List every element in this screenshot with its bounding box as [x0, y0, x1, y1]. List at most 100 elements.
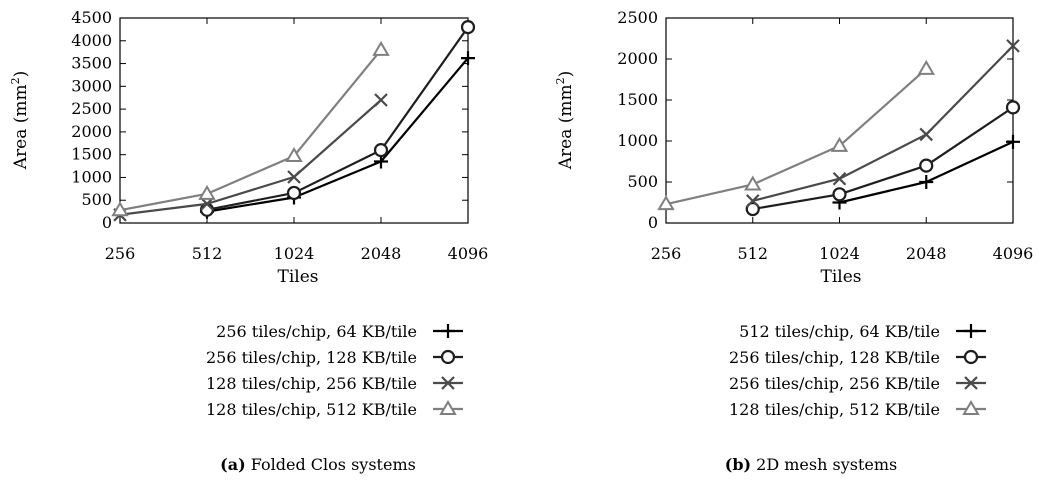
y-tick-label: 0: [648, 213, 658, 232]
legend-marker: [963, 349, 979, 365]
chart-panel-b: 0 500 1000 1500 2000 2500 256 512 1024 2048 4096 Ti…: [554, 8, 1033, 474]
data-point: [1006, 39, 1020, 53]
series-line: [119, 99, 382, 216]
legend-label: 256 tiles/chip, 128 KB/tile: [729, 348, 940, 367]
series-triangle: [657, 59, 935, 211]
legend-entry: 512 tiles/chip, 64 KB/tile: [739, 322, 986, 341]
x-tick-label: 1024: [274, 244, 315, 263]
data-point: [200, 197, 214, 211]
y-tick-label: 500: [81, 190, 112, 209]
legend-label: 128 tiles/chip, 512 KB/tile: [206, 400, 417, 419]
legend-entry: 128 tiles/chip, 512 KB/tile: [206, 400, 463, 419]
x-tick-label: 256: [105, 244, 136, 263]
y-tick-label: 2000: [71, 122, 112, 141]
caption-text: Folded Clos systems: [246, 455, 416, 474]
data-point: [199, 202, 215, 217]
legend-label: 256 tiles/chip, 64 KB/tile: [216, 322, 417, 341]
legend-entry: 256 tiles/chip, 128 KB/tile: [729, 348, 986, 367]
series-circle: [199, 20, 476, 217]
caption-tag: (b): [725, 455, 751, 474]
y-tick-label: 4500: [71, 8, 112, 27]
legend-marker: [440, 349, 456, 365]
legend-entry: 256 tiles/chip, 128 KB/tile: [206, 348, 463, 367]
legend-label: 256 tiles/chip, 256 KB/tile: [729, 374, 940, 393]
data-point: [745, 201, 760, 217]
legend-label: 128 tiles/chip, 256 KB/tile: [206, 374, 417, 393]
series-cross: [745, 39, 1020, 208]
data-point: [919, 158, 934, 173]
legend-marker: [441, 324, 455, 338]
data-point: [198, 184, 216, 200]
x-tick-label: 512: [192, 244, 223, 263]
y-tick-label: 3500: [71, 54, 112, 73]
y-axis-label: Area (mm2): [554, 71, 576, 171]
y-axis-label-text: Area (mm: [11, 84, 31, 170]
legend-entry: 256 tiles/chip, 64 KB/tile: [216, 322, 463, 341]
y-tick-label: 500: [627, 172, 658, 191]
series-line: [752, 45, 1014, 202]
data-point: [917, 59, 935, 75]
data-point: [461, 51, 475, 66]
data-point: [832, 171, 847, 186]
series-triangle: [111, 40, 390, 217]
y-tick-label: 1500: [71, 145, 112, 164]
y-tick-label: 2500: [617, 8, 658, 27]
data-point: [919, 175, 934, 189]
x-tick-label: 512: [737, 244, 768, 263]
y-tick-label: 2000: [617, 49, 658, 68]
y-axis-label-close: ): [556, 71, 576, 78]
data-point: [287, 170, 301, 184]
y-axis-label-text: Area (mm: [556, 84, 576, 170]
data-point: [1005, 100, 1021, 115]
legend-marker: [964, 376, 978, 390]
legend-marker: [441, 376, 455, 390]
legend-entry: 128 tiles/chip, 256 KB/tile: [206, 374, 463, 393]
data-point: [832, 187, 847, 202]
data-point: [460, 20, 476, 35]
series-line: [206, 57, 469, 213]
legend-label: 512 tiles/chip, 64 KB/tile: [739, 322, 940, 341]
y-axis-label-close: ): [11, 71, 31, 78]
caption-tag: (a): [220, 455, 246, 474]
data-point: [1006, 134, 1020, 149]
y-tick-label: 4000: [71, 31, 112, 50]
data-point: [830, 136, 849, 152]
y-axis-label: Area (mm2): [9, 71, 31, 171]
x-tick-label: 2048: [906, 244, 947, 263]
x-tick-label: 2048: [361, 244, 402, 263]
legend-label: 256 tiles/chip, 128 KB/tile: [206, 348, 417, 367]
data-point: [374, 93, 388, 107]
data-point: [372, 40, 390, 56]
legend-marker: [962, 400, 980, 415]
caption-text: 2D mesh systems: [751, 455, 897, 474]
x-tick-label: 1024: [819, 244, 860, 263]
series-line: [752, 106, 1014, 211]
series-circle: [745, 100, 1021, 217]
chart-panel-a: 0 500 1000 1500 2000 2500 3000 3500 4000 4500 256 5…: [9, 8, 488, 474]
legend-label: 128 tiles/chip, 512 KB/tile: [729, 400, 940, 419]
series-line: [206, 26, 469, 211]
data-point: [919, 127, 934, 142]
x-tick-label: 4096: [448, 244, 489, 263]
data-point: [744, 175, 762, 191]
y-tick-label: 1000: [71, 167, 112, 186]
x-tick-label: 4096: [993, 244, 1034, 263]
y-tick-label: 1500: [617, 90, 658, 109]
legend-marker: [964, 324, 978, 338]
data-point: [745, 194, 760, 208]
series-line: [665, 68, 927, 206]
data-point: [657, 195, 675, 211]
legend-entry: 256 tiles/chip, 256 KB/tile: [729, 374, 986, 393]
data-point: [286, 185, 302, 201]
legend-marker: [439, 400, 457, 415]
y-axis-label-superscript: 2: [554, 77, 567, 84]
series-line: [119, 49, 382, 212]
data-point: [373, 143, 389, 158]
x-axis-label: Tiles: [278, 267, 319, 287]
figure-caption: (b) 2D mesh systems: [725, 455, 898, 474]
x-tick-label: 256: [651, 244, 682, 263]
data-point: [285, 147, 303, 163]
x-axis-label: Tiles: [821, 267, 862, 287]
y-axis-label-superscript: 2: [9, 77, 22, 84]
